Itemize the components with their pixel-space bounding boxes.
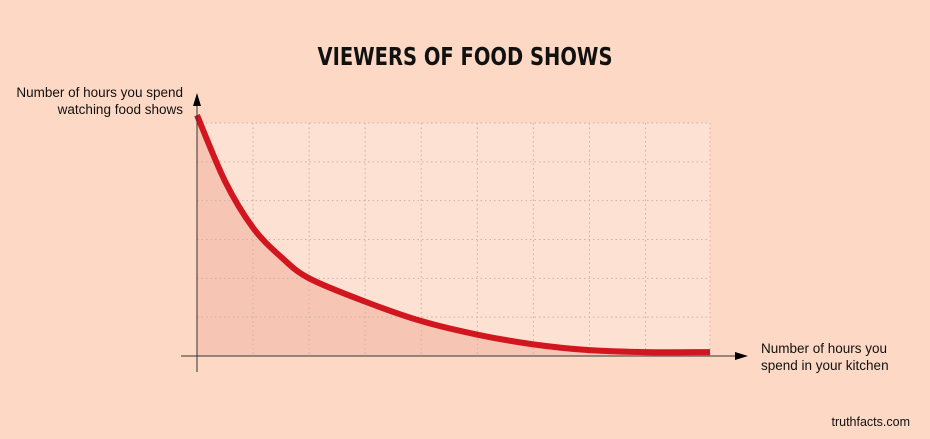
y-axis-label-line: watching food shows — [57, 102, 183, 117]
chart-title: VIEWERS OF FOOD SHOWS — [317, 42, 613, 71]
area-fill — [197, 115, 710, 356]
x-axis-label-line: spend in your kitchen — [761, 358, 889, 373]
series-line — [194, 114, 711, 356]
x-axis-label: Number of hours you spend in your kitche… — [761, 340, 921, 374]
y-axis-label: Number of hours you spend watching food … — [0, 84, 183, 118]
x-axis-arrow-icon — [735, 352, 748, 360]
x-axis-label-line: Number of hours you — [761, 341, 888, 356]
y-axis-arrow-icon — [193, 93, 201, 106]
credit-text: truthfacts.com — [831, 415, 911, 429]
y-axis-label-line: Number of hours you spend — [16, 85, 183, 100]
